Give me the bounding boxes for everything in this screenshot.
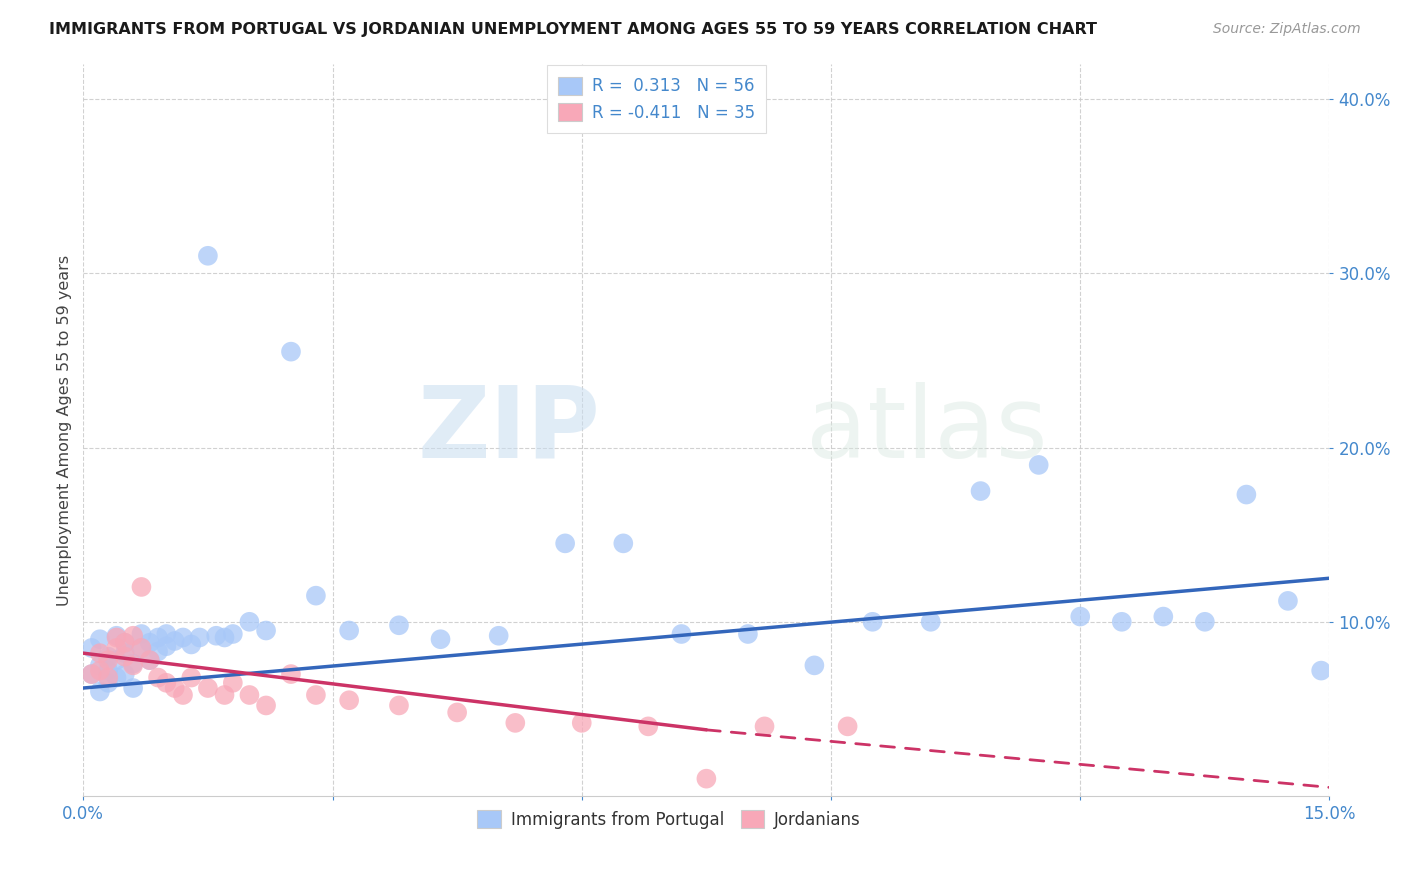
Point	[105, 671, 128, 685]
Legend: Immigrants from Portugal, Jordanians: Immigrants from Portugal, Jordanians	[471, 804, 868, 835]
Point	[1194, 615, 1216, 629]
Point	[612, 536, 634, 550]
Y-axis label: Unemployment Among Ages 55 to 59 years: Unemployment Among Ages 55 to 59 years	[58, 254, 72, 606]
Point	[280, 344, 302, 359]
Point	[114, 646, 136, 660]
Point	[97, 664, 120, 678]
Point	[146, 631, 169, 645]
Point	[214, 631, 236, 645]
Point	[131, 580, 153, 594]
Point	[1111, 615, 1133, 629]
Point	[146, 644, 169, 658]
Point	[172, 631, 194, 645]
Point	[114, 636, 136, 650]
Point	[238, 688, 260, 702]
Point	[89, 632, 111, 647]
Point	[837, 719, 859, 733]
Point	[388, 698, 411, 713]
Point	[1310, 664, 1333, 678]
Point	[205, 629, 228, 643]
Text: ZIP: ZIP	[418, 382, 600, 479]
Point	[105, 631, 128, 645]
Point	[429, 632, 451, 647]
Point	[80, 640, 103, 655]
Point	[1152, 609, 1174, 624]
Point	[97, 671, 120, 685]
Point	[238, 615, 260, 629]
Point	[97, 675, 120, 690]
Point	[172, 688, 194, 702]
Point	[105, 653, 128, 667]
Point	[122, 681, 145, 695]
Point	[222, 627, 245, 641]
Point	[114, 667, 136, 681]
Point	[214, 688, 236, 702]
Point	[105, 640, 128, 655]
Point	[920, 615, 942, 629]
Point	[89, 664, 111, 678]
Point	[155, 639, 177, 653]
Point	[222, 675, 245, 690]
Point	[89, 658, 111, 673]
Point	[695, 772, 717, 786]
Point	[188, 631, 211, 645]
Point	[97, 649, 120, 664]
Point	[131, 640, 153, 655]
Point	[146, 671, 169, 685]
Point	[180, 671, 202, 685]
Point	[155, 675, 177, 690]
Point	[388, 618, 411, 632]
Point	[754, 719, 776, 733]
Point	[131, 627, 153, 641]
Point	[197, 249, 219, 263]
Point	[1028, 458, 1050, 472]
Point	[254, 698, 277, 713]
Point	[571, 715, 593, 730]
Point	[155, 627, 177, 641]
Point	[488, 629, 510, 643]
Point	[337, 624, 360, 638]
Point	[1277, 594, 1299, 608]
Point	[505, 715, 527, 730]
Point	[671, 627, 693, 641]
Point	[1069, 609, 1091, 624]
Point	[803, 658, 825, 673]
Point	[305, 688, 328, 702]
Point	[122, 658, 145, 673]
Text: IMMIGRANTS FROM PORTUGAL VS JORDANIAN UNEMPLOYMENT AMONG AGES 55 TO 59 YEARS COR: IMMIGRANTS FROM PORTUGAL VS JORDANIAN UN…	[49, 22, 1097, 37]
Point	[180, 637, 202, 651]
Point	[122, 629, 145, 643]
Point	[139, 653, 162, 667]
Point	[637, 719, 659, 733]
Point	[80, 667, 103, 681]
Point	[163, 634, 186, 648]
Point	[969, 484, 991, 499]
Point	[139, 653, 162, 667]
Point	[197, 681, 219, 695]
Point	[89, 646, 111, 660]
Point	[737, 627, 759, 641]
Point	[114, 636, 136, 650]
Point	[254, 624, 277, 638]
Point	[554, 536, 576, 550]
Point	[305, 589, 328, 603]
Text: atlas: atlas	[806, 382, 1047, 479]
Point	[337, 693, 360, 707]
Point	[105, 629, 128, 643]
Point	[446, 706, 468, 720]
Point	[114, 649, 136, 664]
Point	[97, 653, 120, 667]
Point	[89, 684, 111, 698]
Point	[862, 615, 884, 629]
Point	[280, 667, 302, 681]
Point	[131, 640, 153, 655]
Point	[122, 657, 145, 671]
Point	[80, 667, 103, 681]
Point	[163, 681, 186, 695]
Point	[139, 636, 162, 650]
Text: Source: ZipAtlas.com: Source: ZipAtlas.com	[1213, 22, 1361, 37]
Point	[1234, 487, 1257, 501]
